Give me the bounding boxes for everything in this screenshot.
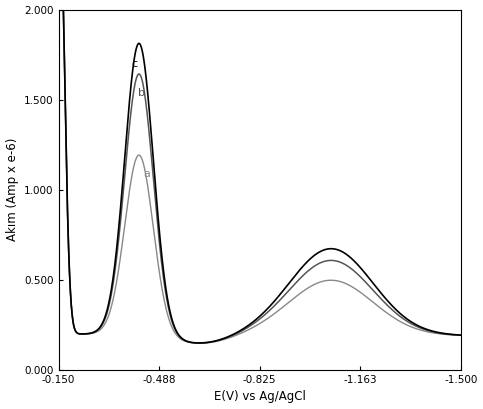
Y-axis label: Akım (Amp x e-6): Akım (Amp x e-6) <box>6 138 18 241</box>
Text: b: b <box>138 88 144 98</box>
X-axis label: E(V) vs Ag/AgCl: E(V) vs Ag/AgCl <box>214 391 306 403</box>
Text: c: c <box>131 59 138 69</box>
Text: a: a <box>143 169 150 179</box>
